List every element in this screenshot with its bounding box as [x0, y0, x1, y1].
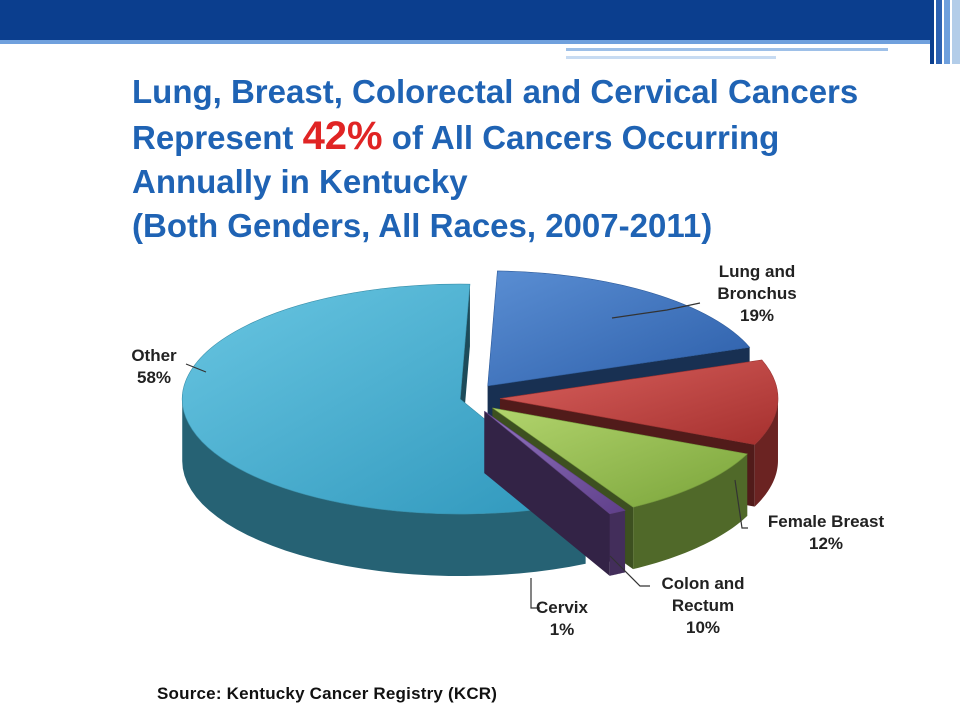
header-stripe	[566, 56, 776, 59]
header-stripe	[930, 0, 960, 64]
pie-slice-top	[492, 407, 748, 508]
leader-line-female-breast	[734, 479, 748, 529]
slice-label-lung-and-bronchus: Lung and	[719, 262, 795, 281]
leader-line-lung-and-bronchus	[611, 302, 701, 319]
leader-line-cervix	[530, 578, 540, 609]
leader-line-other	[185, 363, 207, 373]
slice-label-colon-and-rectum: Rectum	[672, 596, 734, 615]
title-text: Lung, Breast, Colorectal and Cervical Ca…	[132, 73, 859, 156]
slice-label-other: Other	[131, 346, 177, 365]
slice-label-colon-and-rectum: Colon and	[661, 574, 744, 593]
slice-percent-female-breast: 12%	[809, 534, 843, 553]
pie-slice-cervix	[484, 410, 626, 576]
slice-percent-lung-and-bronchus: 19%	[740, 306, 774, 325]
slice-label-cervix: Cervix	[536, 598, 589, 617]
slice-percent-cervix: 1%	[550, 620, 575, 639]
slide-title: Lung, Breast, Colorectal and Cervical Ca…	[132, 70, 912, 248]
title-subtitle: (Both Genders, All Races, 2007-2011)	[132, 207, 713, 244]
pie-slice-top	[487, 270, 751, 387]
header-stripe	[566, 48, 888, 51]
slice-percent-colon-and-rectum: 10%	[686, 618, 720, 637]
title-text-end: of All Cancers Occurring Annually in Ken…	[132, 119, 780, 200]
pie-slice-top	[484, 410, 626, 515]
slice-label-lung-and-bronchus: Bronchus	[717, 284, 796, 303]
pie-slice-wall	[484, 411, 610, 576]
pie-slice-top	[499, 359, 779, 445]
header-stripe	[0, 40, 960, 44]
slice-percent-other: 58%	[137, 368, 171, 387]
header-band	[0, 0, 960, 40]
pie-slice-side	[633, 453, 748, 570]
leader-line-colon-and-rectum	[609, 555, 650, 587]
source-note: Source: Kentucky Cancer Registry (KCR)	[157, 684, 498, 703]
pie-slice-side	[182, 399, 586, 577]
slice-label-female-breast: Female Breast	[768, 512, 885, 531]
pie-slice-side	[609, 510, 626, 576]
title-highlight: 42%	[302, 114, 383, 158]
pie-slice-side	[754, 398, 778, 507]
